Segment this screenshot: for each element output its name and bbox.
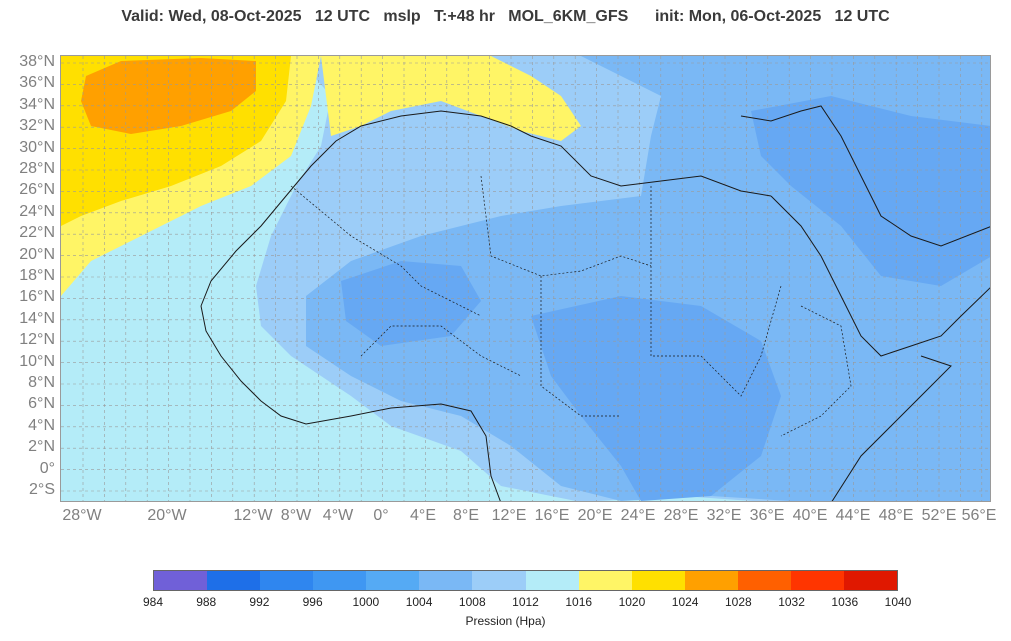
lon-label: 36°E — [749, 507, 785, 524]
lat-label: 38°N — [19, 53, 55, 70]
colorbar-tick-label: 992 — [249, 595, 270, 609]
lat-label: 0° — [39, 459, 55, 477]
lon-label: 0° — [373, 507, 389, 524]
lat-label: 20°N — [19, 245, 55, 263]
colorbar — [153, 570, 898, 591]
colorbar-tick-label: 1020 — [618, 595, 646, 609]
lat-label: 24°N — [19, 202, 55, 220]
lon-label: 12°E — [491, 507, 527, 524]
borders — [290, 175, 852, 437]
lon-label: 40°E — [792, 507, 828, 524]
colorbar-title: Pression (Hpa) — [465, 614, 546, 628]
lon-label: 56°E — [961, 507, 997, 524]
lon-label: 52°E — [921, 507, 957, 524]
colorbar-segment — [525, 571, 579, 590]
lon-label: 44°E — [835, 507, 871, 524]
colorbar-segment — [631, 571, 685, 590]
lon-label: 16°E — [534, 507, 570, 524]
colorbar-segment — [790, 571, 845, 590]
coastlines — [200, 105, 990, 501]
colorbar-segment — [260, 571, 314, 590]
lat-label: 10°N — [19, 352, 55, 370]
lat-label: 28°N — [19, 160, 55, 177]
lon-label: 32°E — [706, 507, 742, 524]
colorbar-segment — [207, 571, 261, 590]
colorbar-tick-label: 1016 — [565, 595, 593, 609]
lat-label: 14°N — [19, 309, 55, 327]
colorbar-segment — [737, 571, 791, 590]
lon-label: 48°E — [878, 507, 914, 524]
colorbar-segment — [313, 571, 367, 590]
colorbar-segment — [366, 571, 420, 590]
graticule — [61, 56, 990, 501]
colorbar-tick-label: 1008 — [458, 595, 486, 609]
colorbar-segment — [844, 571, 898, 590]
colorbar-segment — [472, 571, 526, 590]
lon-label: 20°W — [147, 507, 187, 524]
colorbar-segment — [684, 571, 738, 590]
field-1024-1028 — [81, 58, 256, 134]
lat-label: 8°N — [28, 374, 55, 391]
lat-label: 36°N — [19, 74, 55, 92]
lon-label: 24°E — [620, 507, 656, 524]
field-1000-1004 — [751, 96, 990, 286]
lat-label: 30°N — [19, 138, 55, 156]
field-1000-1004 — [531, 296, 781, 501]
field-1000-1004 — [341, 261, 481, 346]
colorbar-tick-label: 1024 — [671, 595, 699, 609]
colorbar-tick-label: 1036 — [831, 595, 859, 609]
lon-label: 8°W — [280, 507, 312, 524]
pressure-map — [60, 55, 991, 502]
lat-label: 16°N — [19, 288, 55, 306]
lon-label: 12°W — [233, 507, 273, 524]
lon-label: 8°E — [453, 507, 479, 524]
lat-label: 6°N — [28, 395, 55, 413]
lat-label: 18°N — [19, 267, 55, 284]
lon-label: 4°W — [322, 507, 354, 524]
lat-label: 22°N — [19, 224, 55, 242]
lon-label: 28°W — [62, 507, 102, 524]
lat-label: 26°N — [19, 181, 55, 199]
field-1016-1020 — [321, 56, 581, 141]
map-title: Valid: Wed, 08-Oct-2025 12 UTC mslp T:+4… — [121, 8, 890, 25]
colorbar-segment — [419, 571, 473, 590]
colorbar-segment — [578, 571, 632, 590]
lat-label: 34°N — [19, 95, 55, 113]
colorbar-tick-label: 1004 — [405, 595, 433, 609]
colorbar-tick-label: 984 — [142, 595, 164, 609]
lat-label: 4°N — [28, 416, 55, 434]
lon-label: 28°E — [663, 507, 699, 524]
colorbar-tick-label: 1000 — [352, 595, 380, 609]
colorbar-tick-label: 1040 — [884, 595, 912, 609]
lon-label: 20°E — [577, 507, 613, 524]
colorbar-tick-label: 1028 — [724, 595, 752, 609]
lat-label: 2°S — [29, 481, 55, 498]
lat-label: 12°N — [19, 331, 55, 349]
colorbar-tick-label: 988 — [196, 595, 217, 609]
colorbar-tick-label: 1012 — [512, 595, 539, 609]
lat-label: 2°N — [28, 438, 55, 456]
colorbar-segment — [154, 571, 208, 590]
lon-label: 4°E — [410, 507, 436, 524]
colorbar-tick-label: 1032 — [778, 595, 805, 609]
lat-label: 32°N — [19, 117, 55, 135]
colorbar-tick-label: 996 — [302, 595, 323, 609]
map-canvas — [61, 56, 990, 501]
